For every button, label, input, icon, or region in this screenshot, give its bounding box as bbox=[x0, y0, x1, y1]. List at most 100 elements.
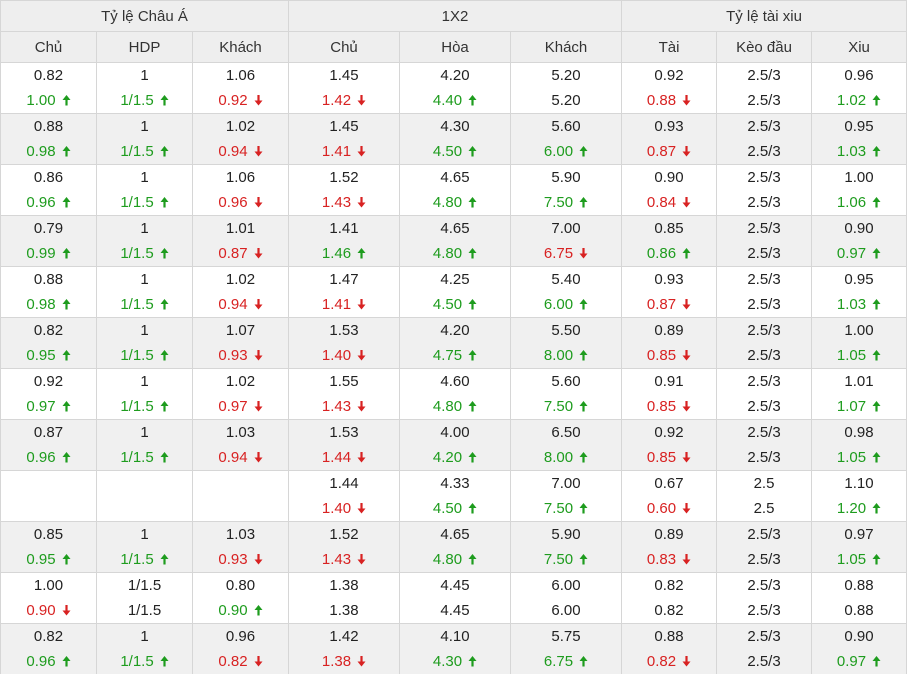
arrow-down-icon bbox=[357, 145, 366, 157]
odds-value: 1/1.5 bbox=[120, 296, 154, 313]
odds-cell: 7.50 bbox=[510, 190, 623, 216]
odds-cell: 1 bbox=[96, 215, 193, 241]
odds-cell: 0.94 bbox=[191, 139, 290, 165]
odds-cell: 1/1.5 bbox=[96, 241, 193, 267]
arrow-up-icon bbox=[160, 655, 169, 667]
odds-cell: 1.38 bbox=[288, 649, 401, 674]
odds-value: 2.5/3 bbox=[747, 92, 781, 109]
odds-cell: 1.03 bbox=[811, 139, 908, 165]
odds-cell: 1/1.5 bbox=[96, 190, 193, 216]
odds-value: 8.00 bbox=[543, 347, 574, 364]
arrow-up-icon bbox=[579, 655, 588, 667]
odds-value: 1/1.5 bbox=[120, 245, 154, 262]
odds-cell: 0.97 bbox=[0, 394, 97, 420]
odds-value: 0.90 bbox=[218, 602, 248, 619]
arrow-down-icon bbox=[682, 94, 691, 106]
odds-value: 1.05 bbox=[836, 449, 867, 466]
arrow-down-icon bbox=[254, 247, 263, 259]
odds-value: 2.5/3 bbox=[747, 653, 781, 670]
odds-cell: 0.90 bbox=[811, 623, 908, 649]
odds-cell: 1 bbox=[96, 317, 193, 343]
table-row-opening: 1.44 4.33 7.00 0.67 2.5 1.10 bbox=[0, 470, 908, 496]
table-row-opening: 0.88 1 1.02 1.45 4.30 5.60 0.93 2.5/3 0.95 bbox=[0, 113, 908, 139]
arrow-up-icon bbox=[357, 247, 366, 259]
table-row-current: 0.90 1/1.5 0.90 1.38 4.45 6.00 0.82 2.5/3 0.88 bbox=[0, 598, 908, 624]
arrow-down-icon bbox=[254, 451, 263, 463]
odds-cell bbox=[191, 496, 290, 522]
arrow-down-icon bbox=[357, 196, 366, 208]
odds-cell: 4.75 bbox=[399, 343, 512, 369]
odds-cell: 1 bbox=[96, 521, 193, 547]
odds-value: 7.50 bbox=[543, 551, 574, 568]
odds-cell: 4.10 bbox=[399, 623, 512, 649]
odds-cell bbox=[96, 470, 193, 496]
odds-value: 4.50 bbox=[432, 143, 463, 160]
odds-cell: 1/1.5 bbox=[96, 572, 193, 598]
odds-cell: 4.65 bbox=[399, 164, 512, 190]
arrow-up-icon bbox=[62, 196, 71, 208]
odds-value: 1/1.5 bbox=[120, 653, 154, 670]
odds-cell: 1 bbox=[96, 62, 193, 88]
arrow-up-icon bbox=[468, 145, 477, 157]
odds-value: 1.40 bbox=[321, 500, 352, 517]
odds-cell: 1/1.5 bbox=[96, 445, 193, 471]
odds-cell: 1.41 bbox=[288, 139, 401, 165]
odds-cell: 4.65 bbox=[399, 521, 512, 547]
odds-cell: 0.93 bbox=[621, 113, 718, 139]
odds-cell: 1 bbox=[96, 266, 193, 292]
odds-cell: 5.90 bbox=[510, 521, 623, 547]
odds-value: 7.50 bbox=[543, 194, 574, 211]
arrow-down-icon bbox=[682, 400, 691, 412]
table-row-current: 0.95 1/1.5 0.93 1.40 4.75 8.00 0.85 2.5/3 1.05 bbox=[0, 343, 908, 369]
odds-value: 1.41 bbox=[321, 296, 352, 313]
table-row-opening: 0.85 1 1.03 1.52 4.65 5.90 0.89 2.5/3 0.97 bbox=[0, 521, 908, 547]
odds-value: 1.43 bbox=[321, 398, 352, 415]
odds-value: 4.75 bbox=[432, 347, 463, 364]
odds-cell: 1/1.5 bbox=[96, 343, 193, 369]
odds-cell: 4.30 bbox=[399, 113, 512, 139]
table-row-opening: 0.92 1 1.02 1.55 4.60 5.60 0.91 2.5/3 1.01 bbox=[0, 368, 908, 394]
odds-cell: 0.94 bbox=[191, 292, 290, 318]
arrow-up-icon bbox=[872, 553, 881, 565]
odds-cell: 0.95 bbox=[0, 547, 97, 573]
arrow-up-icon bbox=[468, 247, 477, 259]
odds-cell: 1.02 bbox=[191, 113, 290, 139]
arrow-up-icon bbox=[872, 298, 881, 310]
odds-cell: 0.67 bbox=[621, 470, 718, 496]
odds-cell: 2.5/3 bbox=[716, 190, 813, 216]
arrow-down-icon bbox=[357, 298, 366, 310]
odds-cell: 1.01 bbox=[191, 215, 290, 241]
odds-cell: 0.97 bbox=[191, 394, 290, 420]
column-header-away: Khách bbox=[191, 31, 290, 63]
odds-cell: 4.20 bbox=[399, 62, 512, 88]
odds-cell: 1.43 bbox=[288, 394, 401, 420]
odds-cell: 0.82 bbox=[0, 623, 97, 649]
odds-value: 2.5/3 bbox=[747, 602, 781, 619]
arrow-up-icon bbox=[872, 451, 881, 463]
odds-value: 0.86 bbox=[646, 245, 677, 262]
arrow-up-icon bbox=[62, 145, 71, 157]
odds-value: 1.42 bbox=[321, 92, 352, 109]
odds-cell: 1 bbox=[96, 164, 193, 190]
odds-cell: 0.85 bbox=[621, 445, 718, 471]
arrow-down-icon bbox=[357, 400, 366, 412]
odds-cell: 1/1.5 bbox=[96, 394, 193, 420]
odds-value: 4.30 bbox=[432, 653, 463, 670]
arrow-up-icon bbox=[468, 400, 477, 412]
odds-row-group: 1.44 4.33 7.00 0.67 2.5 1.10 1.40 4.50 7.50 0.60 2… bbox=[0, 470, 908, 522]
odds-cell: 2.5/3 bbox=[716, 292, 813, 318]
table-row-current: 0.96 1/1.5 0.96 1.43 4.80 7.50 0.84 2.5/3 1.06 bbox=[0, 190, 908, 216]
odds-value: 2.5/3 bbox=[747, 296, 781, 313]
odds-cell: 7.50 bbox=[510, 547, 623, 573]
odds-cell: 2.5/3 bbox=[716, 445, 813, 471]
arrow-up-icon bbox=[579, 400, 588, 412]
odds-value: 0.93 bbox=[218, 551, 248, 568]
odds-cell: 0.82 bbox=[191, 649, 290, 674]
table-row-opening: 0.82 1 0.96 1.42 4.10 5.75 0.88 2.5/3 0.90 bbox=[0, 623, 908, 649]
odds-cell: 0.88 bbox=[0, 113, 97, 139]
odds-row-group: 0.79 1 1.01 1.41 4.65 7.00 0.85 2.5/3 0.90 0.99 1/… bbox=[0, 215, 908, 267]
table-row-opening: 0.82 1 1.07 1.53 4.20 5.50 0.89 2.5/3 1.00 bbox=[0, 317, 908, 343]
odds-cell: 1.45 bbox=[288, 62, 401, 88]
odds-cell: 8.00 bbox=[510, 445, 623, 471]
odds-cell: 1.41 bbox=[288, 292, 401, 318]
